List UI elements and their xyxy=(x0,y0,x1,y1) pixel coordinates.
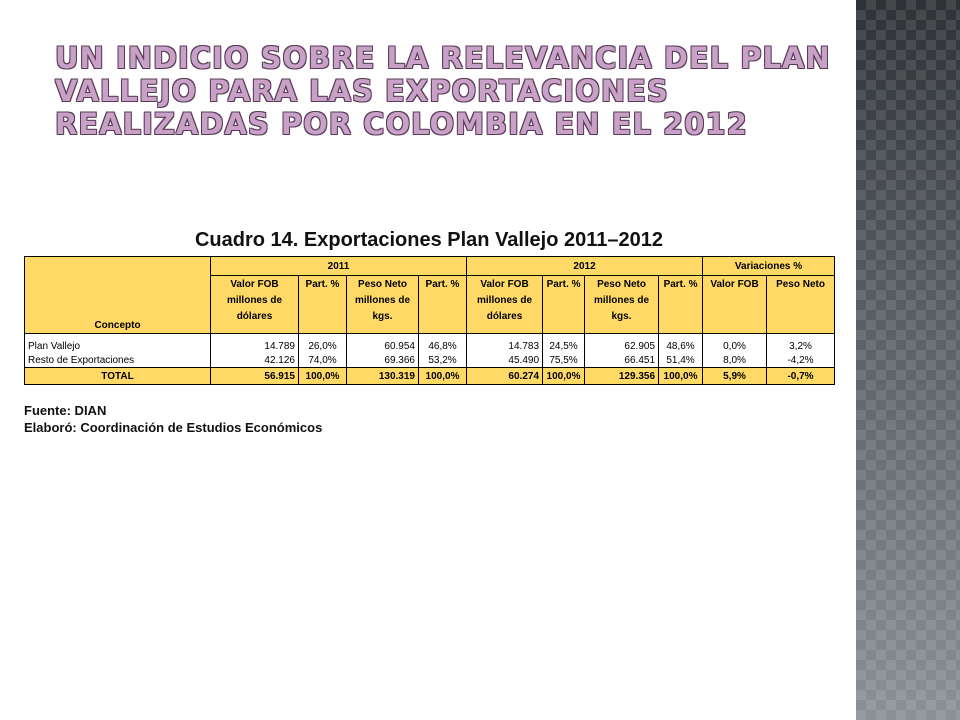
col-header-valor-fob-2011: Valor FOB millones de dólares xyxy=(210,275,299,334)
author-note: Elaboró: Coordinación de Estudios Económ… xyxy=(24,420,323,435)
cell-peso-2011: 69.366 xyxy=(346,353,419,368)
cell-part-fob-2012: 75,5% xyxy=(542,353,586,368)
group-header-2012: 2012 xyxy=(466,256,704,276)
total-fob-2012: 60.274 xyxy=(466,367,544,385)
cell-part-peso-2012: 51,4% xyxy=(658,353,704,368)
col-header-part-2012-a: Part. % xyxy=(542,275,586,334)
cell-part-peso-2011: 46,8% xyxy=(417,339,468,353)
table-total-row: TOTAL 56.915 100,0% 130.319 100,0% 60.27… xyxy=(24,367,836,385)
col-header-var-valor-fob: Valor FOB xyxy=(702,275,768,334)
cell-peso-2012: 62.905 xyxy=(584,339,660,353)
source-note: Fuente: DIAN xyxy=(24,403,107,418)
col-header-concepto: Concepto xyxy=(24,256,211,334)
slide-title: Un indicio sobre la relevancia del Plan … xyxy=(55,41,831,141)
total-fob-2011: 56.915 xyxy=(210,367,299,385)
cell-peso-2012: 66.451 xyxy=(584,353,660,368)
cell-part-fob-2012: 24,5% xyxy=(542,339,586,353)
total-part-peso-2011: 100,0% xyxy=(417,367,468,385)
cell-part-peso-2012: 48,6% xyxy=(658,339,704,353)
table-row: Resto de Exportaciones 42.126 74,0% 69.3… xyxy=(24,353,836,368)
total-part-fob-2012: 100,0% xyxy=(542,367,586,385)
col-header-peso-neto-2012: Peso Neto millones de kgs. xyxy=(584,275,660,334)
cell-fob-2011: 42.126 xyxy=(210,353,299,368)
side-decorative-panel xyxy=(856,0,960,720)
col-header-var-peso-neto: Peso Neto xyxy=(766,275,836,334)
group-header-variaciones: Variaciones % xyxy=(702,256,836,276)
cell-fob-2012: 14.783 xyxy=(466,339,544,353)
total-label: TOTAL xyxy=(24,367,211,385)
table-row: Plan Vallejo 14.789 26,0% 60.954 46,8% 1… xyxy=(24,339,836,353)
cell-fob-2011: 14.789 xyxy=(210,339,299,353)
col-header-peso-neto-2011: Peso Neto millones de kgs. xyxy=(346,275,419,334)
cell-var-peso: 3,2% xyxy=(766,339,836,353)
exports-table: Concepto 2011 2012 Variaciones % Valor F… xyxy=(24,256,836,385)
col-header-part-2011-b: Part. % xyxy=(417,275,468,334)
cell-fob-2012: 45.490 xyxy=(466,353,544,368)
col-header-part-2011-a: Part. % xyxy=(298,275,347,334)
cell-part-fob-2011: 26,0% xyxy=(298,339,347,353)
cell-var-peso: -4,2% xyxy=(766,353,836,368)
cell-peso-2011: 60.954 xyxy=(346,339,419,353)
cell-var-fob: 8,0% xyxy=(702,353,768,368)
col-header-part-2012-b: Part. % xyxy=(658,275,704,334)
total-peso-2012: 129.356 xyxy=(584,367,660,385)
table-spacer-row xyxy=(24,333,836,339)
total-peso-2011: 130.319 xyxy=(346,367,419,385)
row-concepto: Resto de Exportaciones xyxy=(24,353,211,368)
cell-part-peso-2011: 53,2% xyxy=(417,353,468,368)
group-header-2011: 2011 xyxy=(209,256,468,276)
total-var-peso: -0,7% xyxy=(766,367,836,385)
table-notes: Fuente: DIAN Elaboró: Coordinación de Es… xyxy=(24,402,322,436)
cell-var-fob: 0,0% xyxy=(702,339,768,353)
col-header-valor-fob-2012: Valor FOB millones de dólares xyxy=(466,275,544,334)
total-part-peso-2012: 100,0% xyxy=(658,367,704,385)
table-caption: Cuadro 14. Exportaciones Plan Vallejo 20… xyxy=(194,229,664,251)
cell-part-fob-2011: 74,0% xyxy=(298,353,347,368)
total-var-fob: 5,9% xyxy=(702,367,768,385)
row-concepto: Plan Vallejo xyxy=(24,339,211,353)
total-part-fob-2011: 100,0% xyxy=(298,367,347,385)
